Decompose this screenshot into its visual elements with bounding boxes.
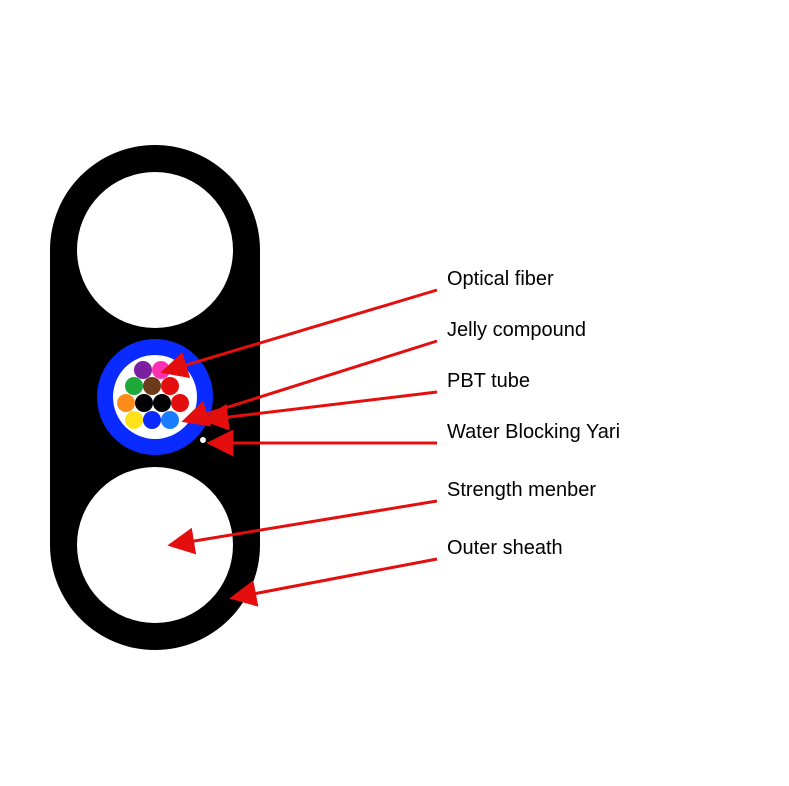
- optical-fiber-10: [143, 411, 161, 429]
- optical-fiber-9: [125, 411, 143, 429]
- leader-line-5: [232, 559, 437, 598]
- label-water-block: Water Blocking Yari: [447, 421, 620, 444]
- optical-fiber-4: [161, 377, 179, 395]
- label-strength: Strength menber: [447, 479, 596, 502]
- strength-member-bottom: [77, 467, 233, 623]
- optical-fiber-3: [143, 377, 161, 395]
- label-jelly-compound: Jelly compound: [447, 319, 586, 342]
- optical-fiber-2: [125, 377, 143, 395]
- optical-fiber-0: [134, 361, 152, 379]
- label-pbt-tube: PBT tube: [447, 370, 530, 393]
- optical-fiber-5: [117, 394, 135, 412]
- optical-fiber-6: [135, 394, 153, 412]
- strength-member-top: [77, 172, 233, 328]
- label-outer-sheath: Outer sheath: [447, 537, 563, 560]
- optical-fiber-11: [161, 411, 179, 429]
- label-optical-fiber: Optical fiber: [447, 268, 554, 291]
- optical-fiber-7: [153, 394, 171, 412]
- optical-fiber-8: [171, 394, 189, 412]
- water-blocking-yarn-dot: [200, 437, 206, 443]
- diagram-canvas: [0, 0, 789, 786]
